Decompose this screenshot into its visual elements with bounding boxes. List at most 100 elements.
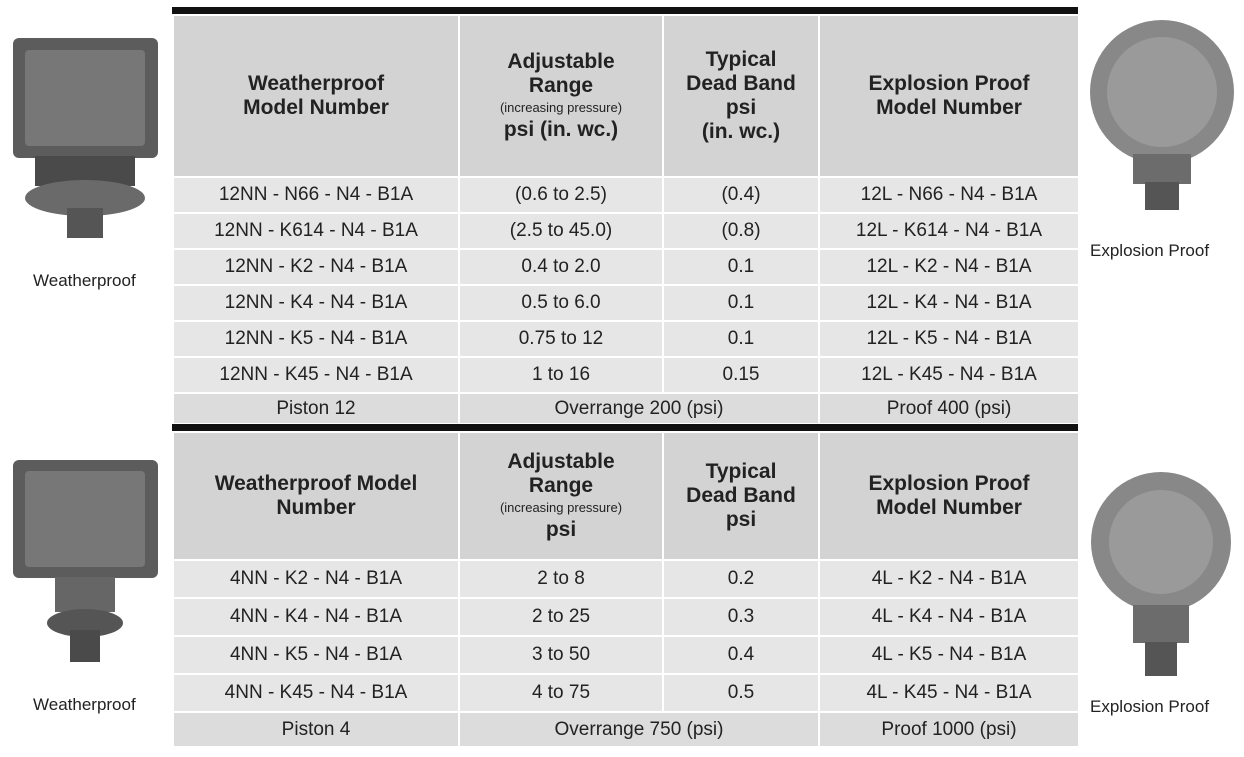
header-line: Typical <box>705 48 777 71</box>
cell: 2 to 25 <box>458 597 664 637</box>
data-row: 12NN - N66 - N4 - B1A (0.6 to 2.5) (0.4) 12… <box>172 176 1080 214</box>
cell: 12NN - N66 - N4 - B1A <box>172 176 460 214</box>
header-line: Model Number <box>876 496 1022 519</box>
header-unit: psi (in. wc.) <box>503 118 619 141</box>
cell: 3 to 50 <box>458 635 664 675</box>
cell: 1 to 16 <box>458 356 664 394</box>
header-note: (increasing pressure) <box>499 100 623 115</box>
cell: 0.4 <box>662 635 820 675</box>
cell: 4L - K45 - N4 - B1A <box>818 673 1080 713</box>
data-row: 12NN - K5 - N4 - B1A 0.75 to 12 0.1 12L - K… <box>172 320 1080 358</box>
header-unit: psi <box>545 518 577 541</box>
header-line: Weatherproof <box>247 72 385 95</box>
header-note: (increasing pressure) <box>499 500 623 515</box>
header-cell: Adjustable Range (increasing pressure) psi <box>458 431 664 561</box>
header-line: Typical <box>705 460 777 483</box>
table: Weatherproof Model Number Adjustable Range(… <box>172 7 1080 425</box>
data-row: 12NN - K4 - N4 - B1A 0.5 to 6.0 0.1 12L - K… <box>172 284 1080 322</box>
cell: (2.5 to 45.0) <box>458 212 664 250</box>
cell: 0.3 <box>662 597 820 637</box>
header-line: (in. wc.) <box>701 120 781 143</box>
cell: 0.5 to 6.0 <box>458 284 664 322</box>
header-row: Weatherproof Model Number Adjustable Range(… <box>172 14 1080 178</box>
header-line: Adjustable <box>507 50 615 73</box>
header-cell: Explosion Proof Model Number <box>818 431 1080 561</box>
header-line: Dead Band <box>686 72 796 95</box>
cell: 12NN - K5 - N4 - B1A <box>172 320 460 358</box>
cell: 12L - K2 - N4 - B1A <box>818 248 1080 286</box>
header-line: Number <box>276 496 356 519</box>
footer-row: Piston 12 Overrange 200 (psi) Proof 400 (p… <box>172 392 1080 425</box>
header-line: Dead Band <box>686 484 796 507</box>
header-line: Adjustable <box>507 450 615 473</box>
cell: (0.8) <box>662 212 820 250</box>
cell: 4NN - K45 - N4 - B1A <box>172 673 460 713</box>
weatherproof-image <box>13 460 158 662</box>
data-row: 12NN - K614 - N4 - B1A (2.5 to 45.0) (0.8)… <box>172 212 1080 250</box>
header-cell: Weatherproof Model Number <box>172 431 460 561</box>
header-line: Range <box>528 74 594 97</box>
header-line: Explosion Proof <box>868 72 1030 95</box>
header-line: psi <box>725 508 757 531</box>
cell: 4L - K2 - N4 - B1A <box>818 559 1080 599</box>
header-line: Explosion Proof <box>868 472 1030 495</box>
data-row: 4NN - K5 - N4 - B1A 3 to 50 0.4 4L - K5 - N… <box>172 635 1080 675</box>
cell: 0.1 <box>662 320 820 358</box>
cell: 0.1 <box>662 284 820 322</box>
cell: 12L - K45 - N4 - B1A <box>818 356 1080 394</box>
data-row: 12NN - K45 - N4 - B1A 1 to 16 0.15 12L - K4… <box>172 356 1080 394</box>
footer-cell: Overrange 750 (psi) <box>458 711 820 748</box>
cell: 12L - K4 - N4 - B1A <box>818 284 1080 322</box>
footer-cell: Piston 12 <box>172 392 460 425</box>
explosion-proof-image <box>1091 472 1231 676</box>
explosion-proof-image <box>1090 20 1234 210</box>
cell: 4NN - K4 - N4 - B1A <box>172 597 460 637</box>
cell: 0.15 <box>662 356 820 394</box>
cell: 4L - K4 - N4 - B1A <box>818 597 1080 637</box>
image-caption: Weatherproof <box>33 695 136 714</box>
header-line: Weatherproof Model <box>214 472 418 495</box>
data-row: 4NN - K2 - N4 - B1A 2 to 8 0.2 4L - K2 - N4… <box>172 559 1080 599</box>
footer-cell: Piston 4 <box>172 711 460 748</box>
footer-cell: Proof 1000 (psi) <box>818 711 1080 748</box>
header-cell: Typical Dead Band psi <box>662 431 820 561</box>
image-caption: Explosion Proof <box>1090 241 1210 260</box>
cell: 4 to 75 <box>458 673 664 713</box>
cell: 0.2 <box>662 559 820 599</box>
footer-cell: Overrange 200 (psi) <box>458 392 820 425</box>
data-row: 4NN - K4 - N4 - B1A 2 to 25 0.3 4L - K4 - N… <box>172 597 1080 637</box>
cell: 12NN - K614 - N4 - B1A <box>172 212 460 250</box>
cell: 4NN - K2 - N4 - B1A <box>172 559 460 599</box>
cell: 4L - K5 - N4 - B1A <box>818 635 1080 675</box>
cell: 12L - N66 - N4 - B1A <box>818 176 1080 214</box>
cell: (0.6 to 2.5) <box>458 176 664 214</box>
cell: 0.1 <box>662 248 820 286</box>
header-row: Weatherproof Model Number Adjustable Range (… <box>172 431 1080 561</box>
cell: 12NN - K4 - N4 - B1A <box>172 284 460 322</box>
cell: 0.5 <box>662 673 820 713</box>
data-table: Weatherproof Model Number Adjustable Range (… <box>172 431 1080 748</box>
cell: 12L - K614 - N4 - B1A <box>818 212 1080 250</box>
footer-row: Piston 4 Overrange 750 (psi) Proof 1000 (p… <box>172 711 1080 748</box>
image-caption: Weatherproof <box>33 271 136 290</box>
table: Weatherproof Model Number Adjustable Range (… <box>172 424 1080 748</box>
header-line: psi <box>725 96 757 119</box>
cell: 4NN - K5 - N4 - B1A <box>172 635 460 675</box>
data-row: 12NN - K2 - N4 - B1A 0.4 to 2.0 0.1 12L - K… <box>172 248 1080 286</box>
data-table: Weatherproof Model Number Adjustable Range(… <box>172 14 1080 425</box>
cell: 12L - K5 - N4 - B1A <box>818 320 1080 358</box>
header-line: Model Number <box>243 96 389 119</box>
header-cell: Explosion Proof Model Number <box>818 14 1080 178</box>
weatherproof-image <box>13 38 158 238</box>
header-cell: Adjustable Range (increasing pressure) psi … <box>458 14 664 178</box>
cell: 2 to 8 <box>458 559 664 599</box>
data-row: 4NN - K45 - N4 - B1A 4 to 75 0.5 4L - K45 -… <box>172 673 1080 713</box>
cell: 0.4 to 2.0 <box>458 248 664 286</box>
footer-cell: Proof 400 (psi) <box>818 392 1080 425</box>
header-line: Model Number <box>876 96 1022 119</box>
cell: 12NN - K2 - N4 - B1A <box>172 248 460 286</box>
cell: 12NN - K45 - N4 - B1A <box>172 356 460 394</box>
header-cell: Typical Dead Band psi (in. wc.) <box>662 14 820 178</box>
header-line: Range <box>528 474 594 497</box>
